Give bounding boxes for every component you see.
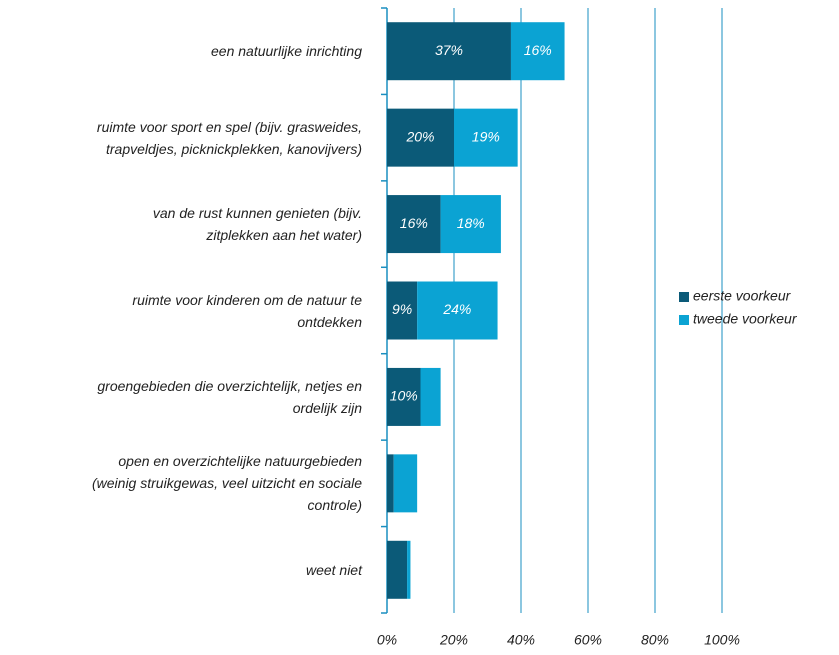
bar-segment (387, 281, 418, 340)
bar-segment (407, 540, 411, 599)
data-label: 9% (392, 301, 412, 317)
legend-label: eerste voorkeur (693, 288, 792, 304)
category-label: ruimte voor kinderen om de natuur te ont… (132, 291, 362, 330)
category-label: van de rust kunnen genieten (bijv. zitpl… (152, 205, 362, 244)
bar-segment (454, 108, 518, 167)
data-label: 16% (524, 42, 552, 58)
data-label: 24% (442, 301, 471, 317)
data-label: 20% (405, 128, 434, 144)
legend-label: tweede voorkeur (693, 311, 798, 327)
bar-segment (387, 108, 454, 167)
x-tick-label: 100% (704, 632, 740, 648)
x-tick-label: 40% (507, 632, 535, 648)
bar-segment (387, 22, 511, 81)
bar-segment (417, 281, 498, 340)
category-label: open en overzichtelijke natuurgebieden (… (91, 453, 362, 514)
data-label: 16% (400, 215, 428, 231)
category-label: weet niet (305, 561, 362, 578)
category-label: een natuurlijke inrichting (211, 43, 362, 60)
category-label: ruimte voor sport en spel (bijv. graswei… (96, 118, 362, 157)
data-label: 10% (390, 388, 418, 404)
x-tick-label: 80% (641, 632, 669, 648)
bar-segment (510, 22, 565, 81)
data-label: 19% (472, 128, 500, 144)
data-label: 37% (435, 42, 463, 58)
bar-segment (387, 454, 394, 513)
legend-swatch (679, 315, 689, 325)
legend-swatch (679, 292, 689, 302)
category-label: groengebieden die overzichtelijk, netjes… (97, 377, 362, 416)
data-label: 18% (457, 215, 485, 231)
bar-segment (387, 367, 421, 426)
x-tick-label: 20% (439, 632, 468, 648)
x-tick-label: 0% (377, 632, 397, 648)
bar-segment (440, 195, 501, 254)
x-tick-label: 60% (574, 632, 602, 648)
bar-segment (387, 540, 408, 599)
bar-segment (420, 367, 441, 426)
bar-segment (387, 195, 441, 254)
bar-segment (393, 454, 418, 513)
